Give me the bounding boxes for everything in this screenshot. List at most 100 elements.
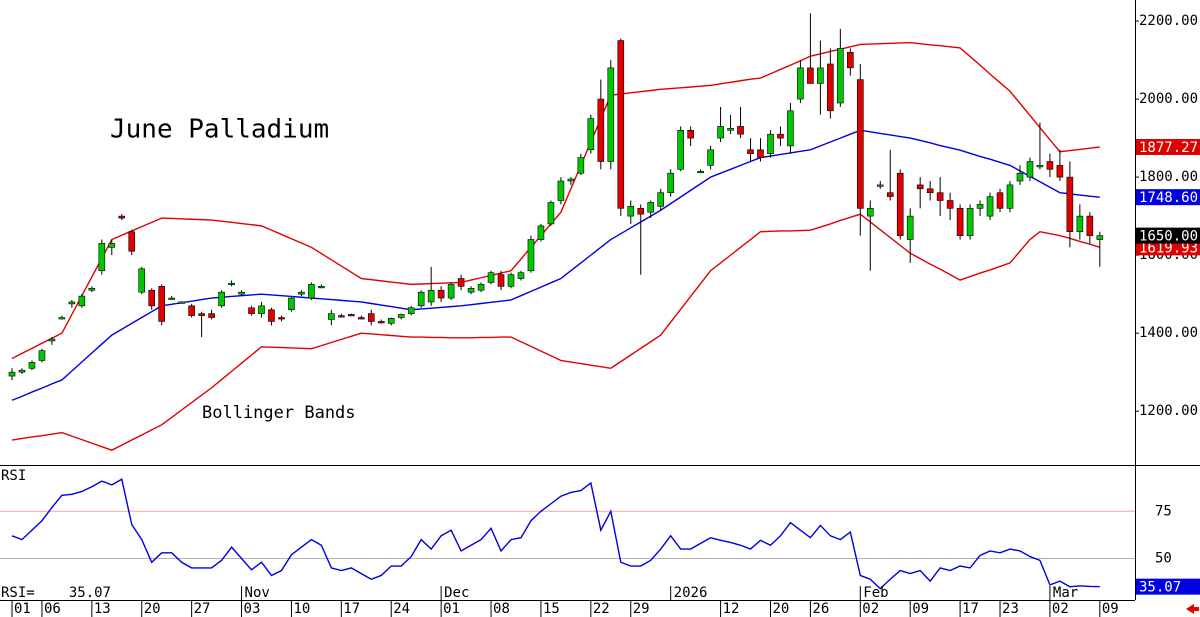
candle-body — [976, 204, 984, 209]
candle-body — [597, 98, 605, 162]
scroll-arrow — [1186, 604, 1199, 614]
candle-body — [866, 208, 874, 217]
value-tag — [1136, 227, 1200, 244]
candle-body — [876, 184, 884, 187]
candle-body — [707, 149, 714, 166]
candle-body — [557, 180, 565, 201]
candle-body — [268, 309, 275, 322]
candle-body — [1096, 235, 1104, 240]
y-tick-label: 2200.00 — [1139, 13, 1198, 29]
candle-body — [28, 362, 36, 369]
month-label: Dec — [444, 585, 469, 601]
candle-body — [407, 307, 415, 314]
candle-body — [128, 231, 136, 252]
x-tick-label: 08 — [493, 601, 510, 617]
candle-body — [88, 287, 96, 291]
candle-body — [886, 192, 894, 197]
candle-body — [387, 318, 395, 324]
candle-body — [727, 128, 734, 131]
candle-body — [208, 313, 215, 318]
candle-body — [847, 51, 854, 69]
candles-layer — [8, 13, 1104, 380]
candle-body — [278, 317, 285, 320]
candle-body — [827, 63, 834, 112]
candle-body — [457, 278, 465, 287]
candle-body — [338, 315, 345, 318]
candle-body — [916, 184, 924, 190]
candle-body — [228, 282, 235, 286]
y-tick-label: 2000.00 — [1139, 91, 1198, 107]
candle-body — [747, 149, 754, 154]
x-tick-label: 02 — [862, 601, 879, 617]
y-tick-label: 1200.00 — [1139, 403, 1198, 419]
x-tick-label: 03 — [244, 601, 261, 617]
candle-body — [647, 202, 655, 213]
candle-body — [856, 79, 864, 209]
x-tick-label: 15 — [543, 601, 560, 617]
candle-body — [18, 369, 26, 373]
candle-body — [1046, 161, 1054, 170]
month-label: 2026 — [674, 585, 708, 601]
x-tick-label: 12 — [723, 601, 740, 617]
x-tick-label: 09 — [912, 601, 929, 617]
candle-body — [527, 239, 535, 272]
value-tag — [1136, 189, 1200, 206]
candle-body — [118, 215, 126, 219]
chart-title: June Palladium — [110, 115, 329, 145]
candle-body — [1066, 176, 1074, 233]
x-tick-label: 23 — [1002, 601, 1019, 617]
candle-body — [717, 126, 724, 139]
candle-body — [1016, 172, 1024, 182]
x-tick-label: 01 — [14, 601, 31, 617]
month-label: Nov — [245, 585, 270, 601]
value-tag — [1136, 578, 1200, 595]
candle-body — [158, 286, 165, 322]
candle-body — [966, 208, 974, 236]
y-tick-label: 50 — [1155, 550, 1172, 566]
candle-body — [1006, 184, 1014, 209]
x-tick-label: 17 — [343, 601, 360, 617]
candle-body — [138, 268, 146, 293]
candle-body — [367, 313, 375, 322]
candle-body — [837, 48, 844, 104]
value-tag-label: 1748.60 — [1139, 190, 1198, 206]
candle-body — [48, 338, 56, 342]
x-tick-label: 09 — [1102, 601, 1119, 617]
x-tick-label: 20 — [772, 601, 789, 617]
candle-body — [58, 317, 66, 320]
candle-body — [218, 291, 225, 307]
candle-body — [996, 192, 1004, 209]
candle-body — [248, 307, 255, 314]
y-tick-label: 75 — [1155, 503, 1172, 519]
candle-body — [298, 291, 305, 295]
x-tick-label: 01 — [443, 601, 460, 617]
candle-body — [427, 289, 435, 303]
y-tick-label: 1400.00 — [1139, 325, 1198, 341]
bollinger-band — [11, 129, 1100, 401]
candle-body — [986, 196, 994, 217]
month-label: Mar — [1053, 585, 1078, 601]
candle-body — [348, 314, 355, 317]
candle-body — [507, 274, 515, 287]
candle-body — [467, 287, 475, 293]
candle-body — [98, 243, 106, 272]
value-tag-label: 35.07 — [1139, 580, 1181, 596]
x-tick-label: 20 — [144, 601, 161, 617]
candle-body — [687, 129, 694, 139]
candle-body — [547, 202, 555, 225]
candle-body — [627, 206, 635, 217]
panel-title: RSI — [1, 468, 26, 484]
candle-body — [308, 284, 315, 299]
x-tick-label: 22 — [593, 601, 610, 617]
candle-body — [318, 286, 325, 289]
bollinger-band — [11, 213, 1101, 451]
candle-body — [447, 284, 455, 299]
candle-body — [397, 314, 405, 318]
candle-body — [697, 170, 704, 174]
value-tag-label: 1650.00 — [1139, 229, 1198, 245]
candle-body — [567, 178, 575, 182]
rsi-layer — [0, 478, 1135, 590]
x-tick-label: 06 — [44, 601, 61, 617]
